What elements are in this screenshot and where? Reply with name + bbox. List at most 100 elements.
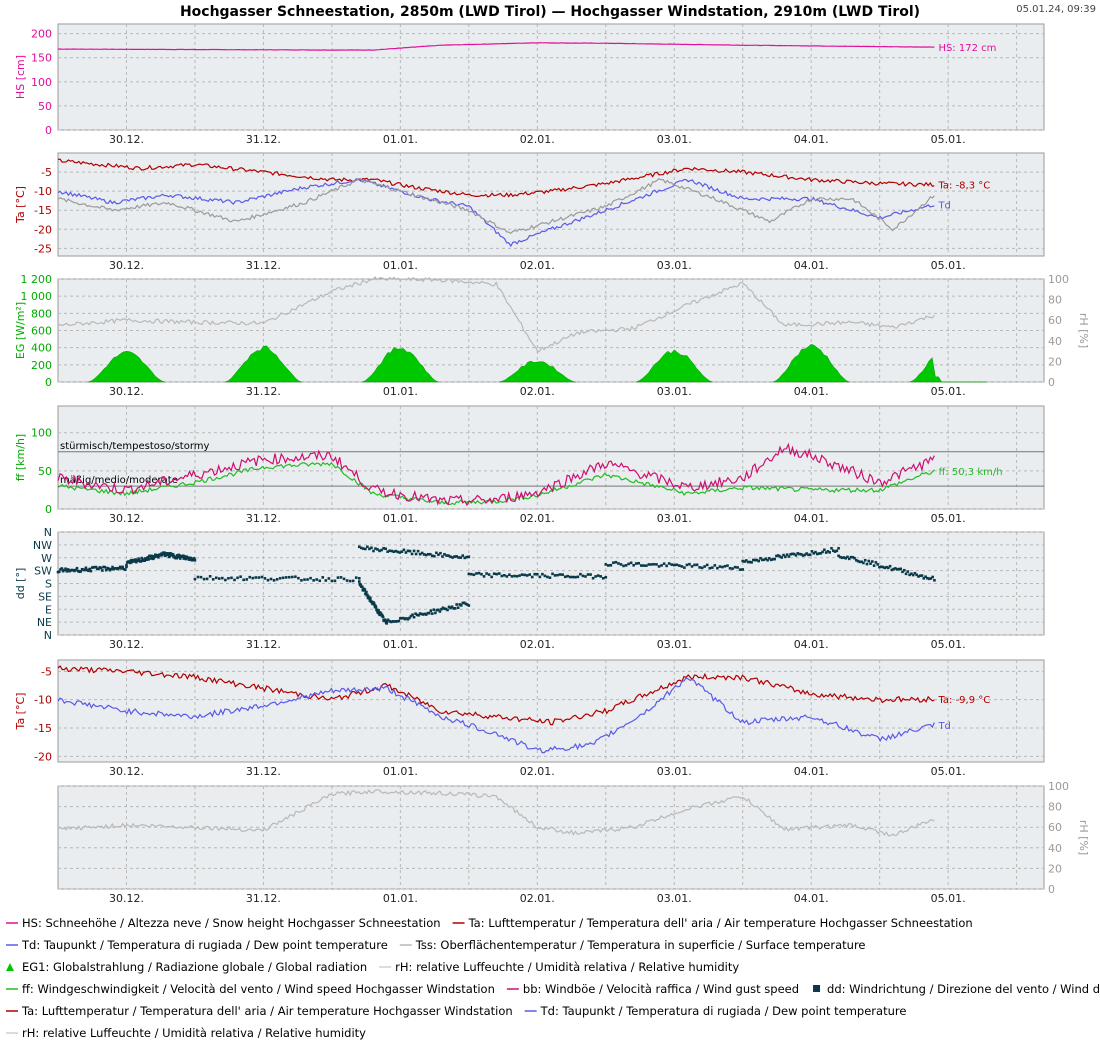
plot-area [57, 659, 1045, 763]
wind-direction-point [862, 561, 865, 565]
wind-direction-point [402, 548, 406, 552]
wind-direction-point [309, 576, 312, 580]
wind-direction-point [406, 617, 410, 621]
wind-direction-point [83, 568, 86, 572]
wind-direction-point [79, 570, 83, 573]
y-tick-label: 1 200 [21, 273, 53, 286]
wind-direction-point [278, 576, 282, 580]
wind-direction-point [546, 575, 549, 579]
wind-direction-point [759, 556, 762, 560]
y2-axis-label: rH [%] [1077, 313, 1090, 348]
wind-direction-point [844, 556, 847, 560]
wind-direction-point [918, 574, 922, 578]
wind-direction-point [392, 620, 396, 623]
wind-direction-point [402, 616, 405, 620]
wind-direction-point [405, 617, 408, 620]
legend-label: Ta: Lufttemperatur / Temperatura dell' a… [21, 1004, 513, 1018]
wind-direction-point [523, 573, 526, 577]
wind-direction-point [497, 572, 501, 575]
wind-direction-point [780, 556, 784, 559]
wind-direction-point [394, 620, 398, 623]
x-tick-label: 31.12. [246, 892, 281, 905]
wind-direction-point [187, 556, 190, 560]
legend-item: EG1: Globalstrahlung / Radiazione global… [6, 960, 367, 974]
wind-direction-point [766, 558, 769, 562]
wind-direction-point [541, 572, 544, 576]
wind-direction-point [913, 571, 917, 575]
series-end-label: Td [937, 721, 950, 732]
wind-direction-point [443, 607, 446, 610]
wind-direction-point [438, 610, 442, 613]
panel-5: 30.12. 31.12. 01.01. 02.01. 03.01. 04.01. 05.0… [14, 526, 1045, 651]
wind-direction-point [867, 559, 871, 563]
plot-area [57, 785, 1045, 890]
y-tick-label: NW [33, 539, 52, 552]
y-tick-label: -5 [41, 665, 52, 678]
y2-tick-label: 100 [1048, 273, 1069, 286]
legend-item: ff: Windgeschwindigkeit / Velocità del v… [6, 982, 495, 996]
wind-direction-point [391, 620, 395, 623]
wind-direction-point [417, 613, 420, 617]
wind-direction-point [104, 568, 108, 572]
wind-direction-point [275, 578, 279, 581]
wind-direction-point [741, 559, 745, 563]
wind-direction-point [492, 572, 496, 575]
wind-direction-point [443, 552, 446, 556]
wind-direction-point [239, 575, 242, 578]
wind-direction-point [467, 555, 471, 559]
wind-direction-point [214, 576, 218, 580]
wind-direction-point [357, 545, 361, 549]
wind-direction-point [748, 560, 752, 564]
wind-direction-point [333, 579, 337, 583]
wind-direction-point [455, 603, 458, 606]
wind-direction-point [576, 575, 580, 579]
wind-direction-point [406, 549, 410, 553]
wind-direction-point [835, 549, 839, 553]
wind-direction-point [455, 555, 458, 558]
wind-direction-point [378, 549, 381, 553]
wind-direction-point [398, 551, 402, 554]
wind-direction-point [361, 585, 364, 589]
wind-direction-point [876, 563, 879, 566]
wind-direction-point [627, 562, 630, 566]
radiation-area [361, 346, 439, 383]
wind-direction-point [746, 560, 750, 564]
wind-direction-point [556, 573, 559, 577]
wind-direction-point [482, 575, 486, 578]
wind-direction-point [167, 553, 170, 556]
wind-direction-point [123, 568, 127, 571]
legend: HS: Schneehöhe / Altezza neve / Snow hei… [6, 916, 1100, 1040]
wind-direction-point [695, 563, 699, 567]
wind-direction-point [840, 556, 844, 560]
legend-label: dd: Windrichtung / Direzione del vento /… [827, 982, 1100, 996]
legend-label: EG1: Globalstrahlung / Radiazione global… [22, 960, 367, 974]
series-bb [57, 442, 935, 507]
wind-direction-point [368, 547, 371, 551]
wind-direction-point [121, 565, 124, 569]
legend-item: bb: Windböe / Velocità raffica / Wind gu… [506, 982, 799, 996]
y-axis-label: ff [km/h] [14, 434, 27, 481]
wind-direction-point [163, 551, 166, 554]
wind-direction-point [548, 576, 552, 580]
y2-tick-label: 0 [1048, 883, 1055, 896]
wind-direction-point [84, 566, 88, 570]
y-tick-label: NE [37, 616, 52, 629]
wind-direction-point [97, 567, 100, 571]
wind-direction-point [645, 564, 648, 567]
x-tick-label: 04.01. [794, 259, 829, 272]
wind-direction-point [453, 607, 457, 610]
wind-direction-point [728, 567, 732, 570]
wind-direction-point [160, 552, 163, 555]
y-tick-label: -5 [41, 166, 52, 179]
x-tick-label: 01.01. [383, 765, 418, 778]
series-rh [57, 276, 935, 354]
wind-direction-point [374, 605, 378, 609]
wind-direction-point [385, 622, 388, 625]
wind-direction-point [738, 568, 742, 571]
chart-panels: 30.12. 31.12. 01.01. 02.01. 03.01. 04.01. 05.0… [14, 23, 1090, 905]
wind-direction-point [386, 550, 389, 553]
y2-tick-label: 60 [1048, 821, 1062, 834]
wind-direction-point [901, 570, 904, 574]
wind-direction-point [365, 590, 368, 594]
